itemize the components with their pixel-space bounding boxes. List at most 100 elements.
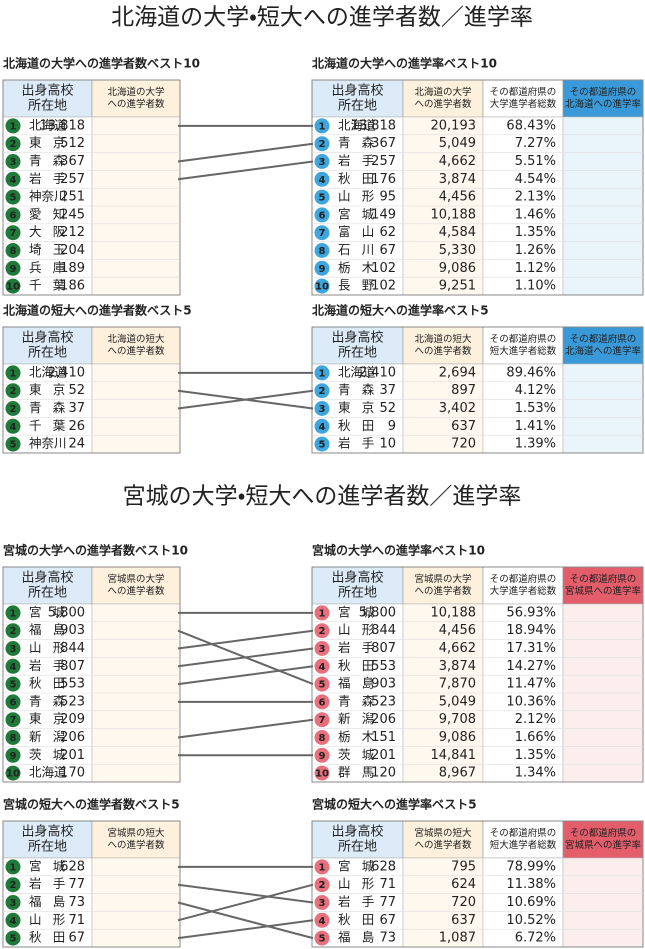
rank-number: 6 bbox=[10, 697, 17, 708]
rank-badge bbox=[314, 136, 330, 152]
cell-value: 9,708 bbox=[439, 712, 476, 727]
rank-badge bbox=[314, 418, 330, 434]
cell-value: 2,694 bbox=[439, 365, 476, 380]
cell-value: 37 bbox=[379, 383, 396, 398]
cell-value: 176 bbox=[371, 172, 396, 187]
rank-badge bbox=[314, 859, 330, 875]
header-text: 出身高校 bbox=[331, 330, 383, 346]
prefecture: 秋田 bbox=[338, 418, 386, 433]
connector bbox=[177, 883, 314, 904]
cell-value: 4,456 bbox=[439, 190, 476, 205]
cell-value: 1.39% bbox=[515, 437, 556, 452]
cell-value: 3,874 bbox=[439, 659, 476, 674]
rank-badge bbox=[314, 171, 330, 187]
header-text: 北海道への進学率 bbox=[565, 98, 641, 110]
connector bbox=[177, 901, 314, 940]
cell-value: 206 bbox=[371, 712, 396, 727]
prefecture: 青森 bbox=[338, 135, 386, 150]
cell-value: 102 bbox=[371, 261, 396, 276]
prefecture: 茨城 bbox=[338, 747, 386, 762]
rank-badge bbox=[5, 623, 21, 639]
cell-value: 4,584 bbox=[439, 225, 476, 240]
rank-badge bbox=[314, 154, 330, 169]
cell-value: 257 bbox=[60, 172, 85, 187]
rank-badge bbox=[5, 641, 21, 656]
header-cell bbox=[402, 326, 484, 365]
header-text: への進学者数 bbox=[107, 839, 165, 851]
rank-number: 4 bbox=[319, 662, 326, 673]
cell-value: 11.38% bbox=[506, 877, 556, 892]
cell-value: 2.12% bbox=[515, 712, 556, 727]
cell-value: 52 bbox=[68, 383, 85, 398]
prefecture: 岩手 bbox=[29, 658, 77, 673]
cell-value: 5,800 bbox=[48, 605, 85, 620]
rank-number: 4 bbox=[319, 916, 326, 927]
table-border bbox=[2, 566, 181, 783]
prefecture: 岩手 bbox=[338, 153, 386, 168]
prefecture: 秋田 bbox=[338, 658, 386, 673]
table-title: 宮城の短大への進学者数ベスト5 bbox=[3, 797, 180, 812]
cell-value: 1.46% bbox=[515, 207, 556, 222]
prefecture: 埼玉 bbox=[29, 242, 77, 257]
rank-number: 9 bbox=[10, 751, 17, 762]
rank-number: 5 bbox=[10, 193, 17, 204]
header-cell bbox=[402, 79, 484, 118]
rank-number: 2 bbox=[319, 139, 326, 150]
cell-value: 251 bbox=[60, 190, 85, 205]
header-cell bbox=[311, 566, 404, 605]
section-title: 北海道の大学・短大への進学者数／進学率 bbox=[111, 5, 533, 31]
prefecture: 福島 bbox=[29, 894, 77, 909]
cell-value: 10,188 bbox=[431, 605, 477, 620]
cell-value: 170 bbox=[60, 766, 85, 781]
cell-value: 209 bbox=[60, 712, 85, 727]
prefecture: 富山 bbox=[338, 224, 386, 239]
table-border bbox=[2, 79, 181, 296]
cell-value: 201 bbox=[60, 748, 85, 763]
header-text: 所在地 bbox=[338, 586, 377, 601]
prefecture: 大阪 bbox=[29, 224, 77, 239]
cell-value: 523 bbox=[371, 694, 396, 709]
rank-badge bbox=[314, 623, 330, 639]
cell-value: 18.94% bbox=[506, 623, 556, 638]
table-title: 宮城の短大への進学率ベスト5 bbox=[312, 797, 477, 812]
header-text: 北海道の大学 bbox=[414, 86, 471, 98]
cell-value: 11.47% bbox=[506, 677, 556, 692]
header-text: 出身高校 bbox=[21, 330, 73, 346]
header-text: 宮城県の大学 bbox=[414, 573, 471, 585]
header-text: への進学者数 bbox=[414, 98, 472, 110]
prefecture: 福島 bbox=[338, 676, 386, 691]
rank-badge bbox=[314, 641, 330, 656]
column-body bbox=[562, 363, 644, 454]
prefecture: 東京 bbox=[338, 400, 386, 415]
rank-number: 2 bbox=[10, 386, 17, 397]
cell-value: 201 bbox=[371, 748, 396, 763]
header-text: 大学進学者総数 bbox=[490, 585, 557, 597]
prefecture: 兵庫 bbox=[29, 260, 77, 275]
prefecture: 東京 bbox=[29, 382, 77, 397]
cell-value: 628 bbox=[60, 859, 85, 874]
rank-badge bbox=[5, 225, 21, 241]
cell-value: 367 bbox=[60, 154, 85, 169]
rank-badge bbox=[5, 694, 21, 710]
cell-value: 13,818 bbox=[351, 118, 397, 133]
prefecture: 東京 bbox=[29, 135, 77, 150]
column-body bbox=[402, 857, 484, 948]
rank-number: 9 bbox=[319, 264, 326, 275]
connector bbox=[177, 629, 314, 650]
cell-value: 14,841 bbox=[431, 748, 477, 763]
rank-number: 10 bbox=[6, 282, 20, 293]
cell-value: 245 bbox=[60, 207, 85, 222]
prefecture: 青森 bbox=[29, 400, 77, 415]
cell-value: 8,967 bbox=[439, 766, 476, 781]
header-text: 所在地 bbox=[338, 840, 377, 855]
cell-value: 5,049 bbox=[439, 136, 476, 151]
rank-badge bbox=[314, 225, 330, 241]
rank-badge bbox=[5, 765, 21, 781]
rank-badge bbox=[314, 895, 330, 910]
rank-badge bbox=[314, 383, 330, 399]
header-text: 北海道の短大 bbox=[414, 333, 472, 345]
header-text: その都道府県の bbox=[570, 573, 637, 585]
rank-badge bbox=[5, 676, 21, 692]
header-text: その都道府県の bbox=[490, 333, 557, 345]
rank-badge bbox=[5, 365, 21, 381]
